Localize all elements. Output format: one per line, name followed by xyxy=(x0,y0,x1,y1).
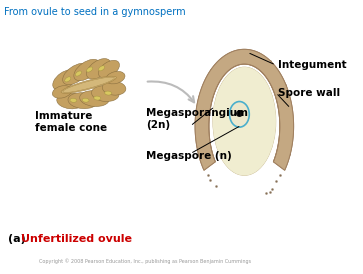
Ellipse shape xyxy=(229,102,249,127)
Ellipse shape xyxy=(213,67,276,175)
Ellipse shape xyxy=(86,67,93,72)
Ellipse shape xyxy=(52,86,72,98)
Polygon shape xyxy=(195,49,294,170)
Ellipse shape xyxy=(94,96,101,100)
Polygon shape xyxy=(195,49,294,170)
Ellipse shape xyxy=(102,81,126,95)
Ellipse shape xyxy=(91,86,119,102)
Ellipse shape xyxy=(61,76,116,93)
Ellipse shape xyxy=(82,98,89,102)
Text: Unfertilized ovule: Unfertilized ovule xyxy=(21,234,132,244)
Ellipse shape xyxy=(63,63,89,85)
Text: Megasporangium
(2n): Megasporangium (2n) xyxy=(146,109,248,130)
Ellipse shape xyxy=(63,77,114,92)
Ellipse shape xyxy=(70,98,77,102)
Ellipse shape xyxy=(98,60,119,78)
Text: Copyright © 2008 Pearson Education, Inc., publishing as Pearson Benjamin Cumming: Copyright © 2008 Pearson Education, Inc.… xyxy=(40,258,252,264)
Text: Integument: Integument xyxy=(278,60,346,70)
Ellipse shape xyxy=(105,91,111,95)
Ellipse shape xyxy=(74,59,100,81)
Ellipse shape xyxy=(65,77,71,82)
Text: From ovule to seed in a gymnosperm: From ovule to seed in a gymnosperm xyxy=(4,7,185,17)
Text: Spore wall: Spore wall xyxy=(278,88,340,98)
Text: Megaspore (n): Megaspore (n) xyxy=(146,151,232,161)
Ellipse shape xyxy=(53,70,77,90)
Ellipse shape xyxy=(76,71,81,76)
Ellipse shape xyxy=(68,93,98,109)
Ellipse shape xyxy=(57,93,84,109)
Ellipse shape xyxy=(79,91,109,107)
Ellipse shape xyxy=(213,67,276,175)
Ellipse shape xyxy=(106,72,125,84)
Ellipse shape xyxy=(86,59,111,79)
Text: (a): (a) xyxy=(8,234,29,244)
Ellipse shape xyxy=(98,66,105,71)
Text: Immature
female cone: Immature female cone xyxy=(36,112,107,133)
